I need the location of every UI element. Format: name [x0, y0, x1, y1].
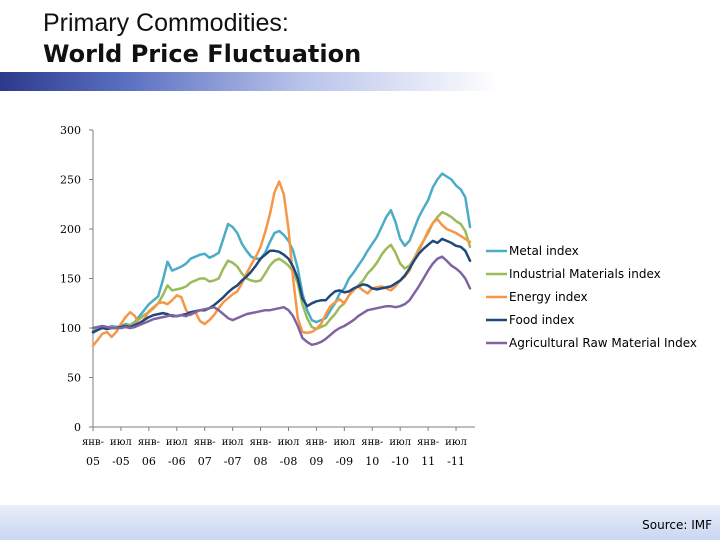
x-tick-label: июл -06 — [166, 437, 188, 468]
x-tick-label-line2: 05 — [86, 455, 100, 468]
x-tick-label-line2: 08 — [254, 455, 268, 468]
x-tick-label: янв- 05 — [82, 437, 104, 468]
x-tick-label-line1: июл — [110, 437, 132, 448]
y-tick-label: 100 — [60, 322, 81, 335]
x-tick-label-line2: -05 — [112, 455, 130, 468]
y-tick-label: 300 — [60, 124, 81, 137]
source-note: Source: IMF — [642, 518, 712, 532]
x-tick-label-line1: янв- — [82, 437, 104, 448]
x-tick-label-line2: -08 — [280, 455, 298, 468]
x-tick-label-line1: янв- — [194, 437, 216, 448]
x-tick-label: янв- 10 — [361, 437, 383, 468]
x-tick-label-line2: 09 — [309, 455, 323, 468]
legend-label: Energy index — [509, 290, 588, 304]
x-tick-label: янв- 08 — [250, 437, 272, 468]
x-tick-label-line1: янв- — [305, 437, 327, 448]
x-tick-label-line1: янв- — [138, 437, 160, 448]
x-tick-label-line1: янв- — [361, 437, 383, 448]
x-tick-label-line1: июл — [445, 437, 467, 448]
y-tick-label: 150 — [60, 273, 81, 286]
page-title: Primary Commodities: World Price Fluctua… — [43, 8, 361, 70]
legend-label: Industrial Materials index — [509, 267, 661, 281]
x-tick-label-line2: 10 — [365, 455, 379, 468]
x-tick-label-line2: 06 — [142, 455, 156, 468]
x-tick-label-line1: янв- — [417, 437, 439, 448]
y-tick-label: 0 — [74, 421, 81, 434]
x-tick-label-line2: -09 — [335, 455, 353, 468]
x-tick-label-line1: июл — [278, 437, 300, 448]
x-tick-label-line2: 07 — [198, 455, 212, 468]
x-tick-label-line1: июл — [166, 437, 188, 448]
title-line-2: World Price Fluctuation — [43, 40, 362, 68]
series-line-5 — [91, 255, 472, 347]
x-tick-label: июл -05 — [110, 437, 132, 468]
footer-bar — [0, 505, 720, 540]
x-tick-label: янв- 06 — [138, 437, 160, 468]
y-tick-label: 250 — [60, 174, 81, 187]
series-line-4 — [91, 237, 472, 334]
x-tick-label-line1: июл — [222, 437, 244, 448]
x-tick-label: янв- 07 — [194, 437, 216, 468]
x-tick-label-line2: -10 — [391, 455, 409, 468]
x-tick-label: июл -09 — [333, 437, 355, 468]
x-tick-label: июл -11 — [445, 437, 467, 468]
x-tick-label: янв- 09 — [305, 437, 327, 468]
y-tick-label: 200 — [60, 223, 81, 236]
x-tick-label: июл -07 — [222, 437, 244, 468]
x-tick-label: июл -08 — [278, 437, 300, 468]
line-chart: 0 50 100 150 200 250 300 янв- 05 июл -05 янв- 06 июл… — [60, 124, 697, 468]
title-underline-bar — [0, 72, 500, 91]
x-tick-label-line1: июл — [389, 437, 411, 448]
legend-label: Food index — [509, 313, 574, 327]
title-line-1: Primary Commodities: — [43, 9, 289, 37]
x-tick-label: июл -10 — [389, 437, 411, 468]
x-tick-label: янв- 11 — [417, 437, 439, 468]
x-tick-label-line1: июл — [333, 437, 355, 448]
x-tick-label-line1: янв- — [250, 437, 272, 448]
x-tick-label-line2: 11 — [421, 455, 435, 468]
series-line-1 — [91, 172, 472, 335]
legend-label: Agricultural Raw Material Index — [509, 336, 697, 350]
y-tick-label: 50 — [67, 372, 81, 385]
x-tick-label-line2: -07 — [224, 455, 242, 468]
legend-label: Metal index — [509, 244, 579, 258]
x-tick-label-line2: -11 — [447, 455, 465, 468]
x-tick-label-line2: -06 — [168, 455, 186, 468]
